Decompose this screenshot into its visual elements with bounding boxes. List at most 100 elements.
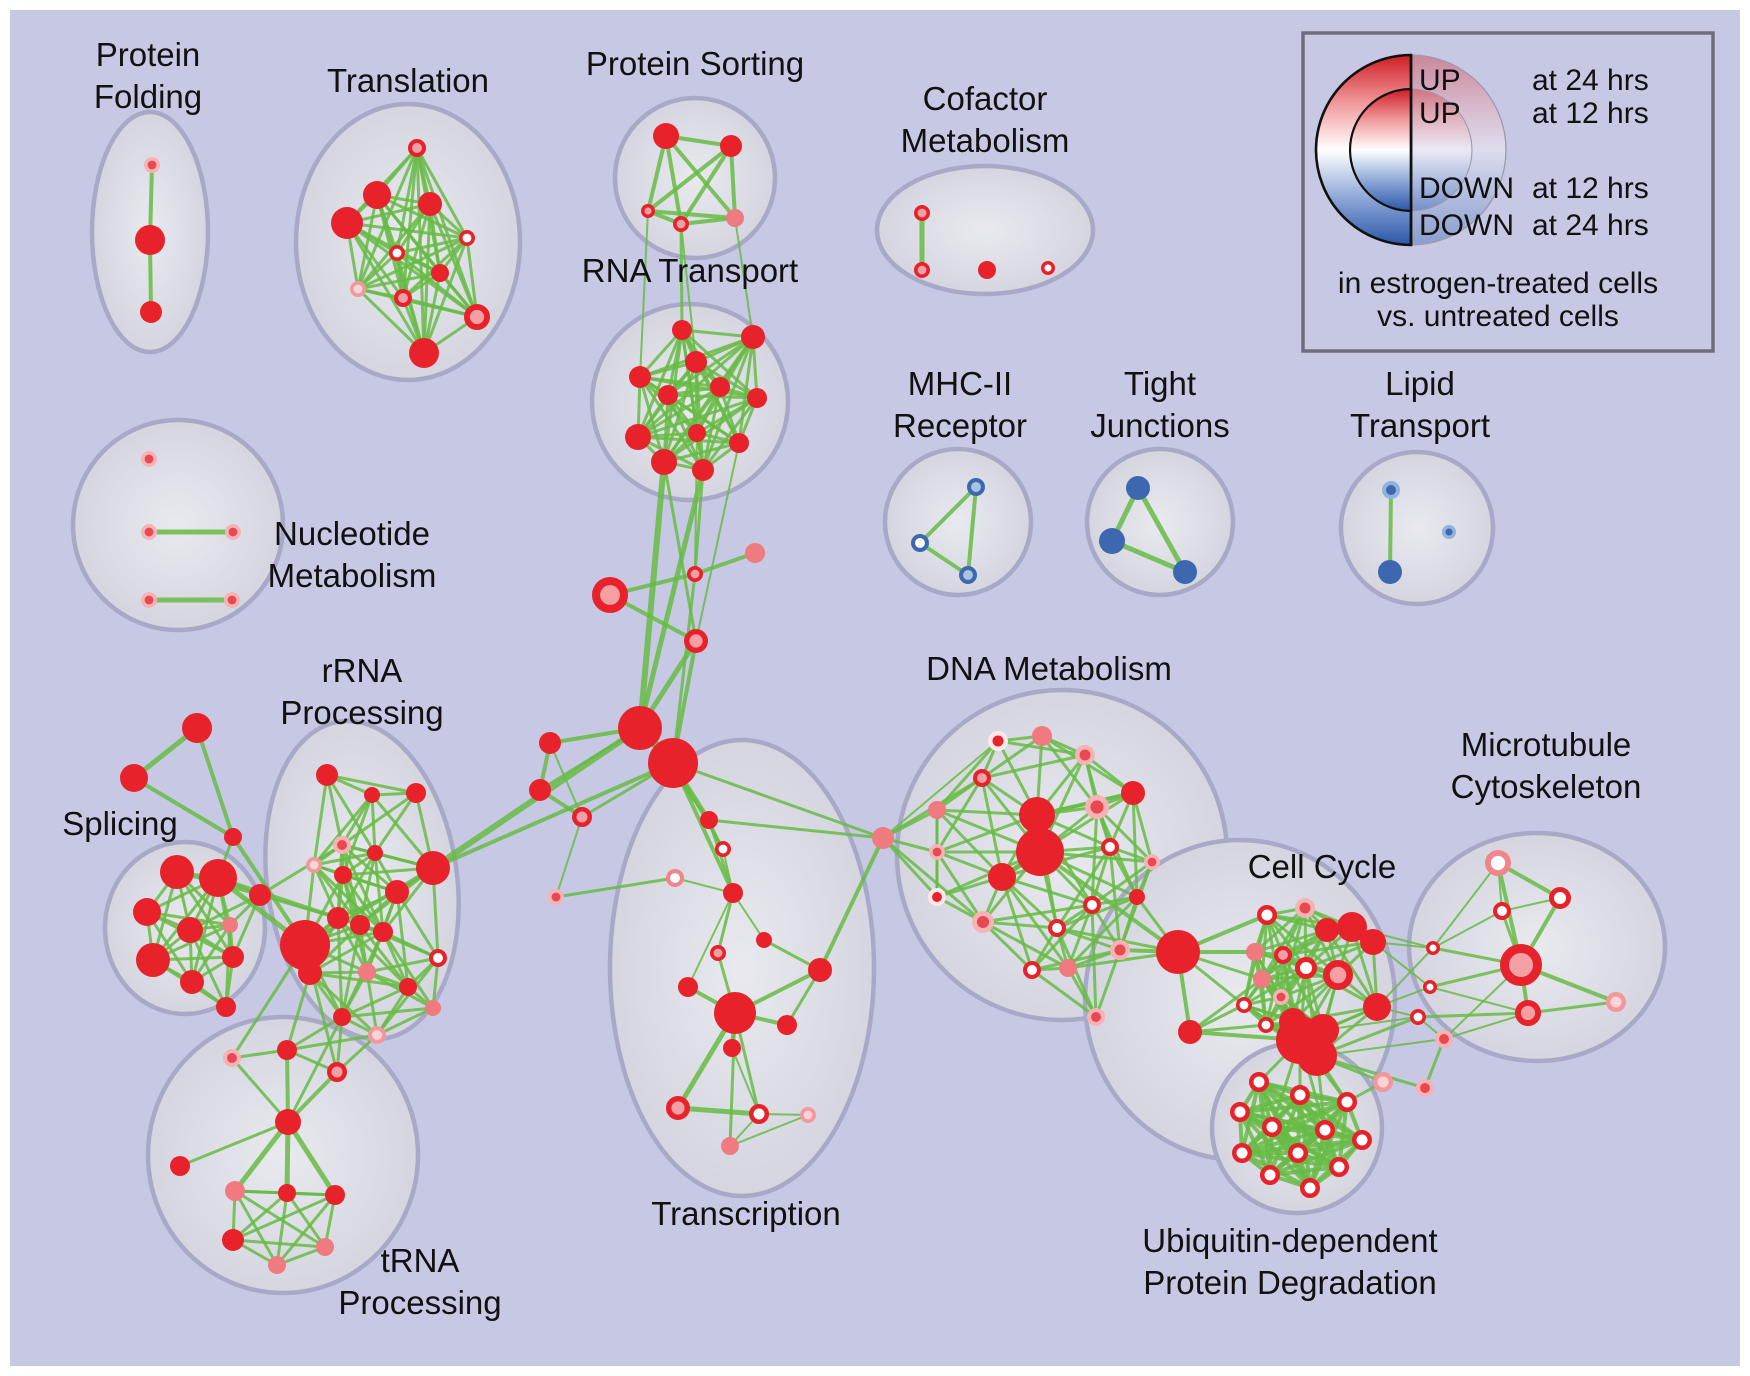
node-D5 — [1121, 781, 1145, 805]
edge — [381, 930, 410, 989]
node-RT0 — [672, 320, 692, 340]
node-R16 — [428, 949, 447, 968]
node-TX3 — [723, 883, 743, 903]
edge — [734, 217, 754, 338]
edge — [1238, 1100, 1349, 1114]
legend-caption-line-1: vs. untreated cells — [1377, 300, 1619, 333]
edge — [230, 1056, 290, 1124]
node-D20 — [1110, 940, 1130, 960]
edge — [258, 893, 340, 920]
edge — [701, 396, 759, 472]
node-RT7 — [625, 424, 651, 450]
node-T4 — [458, 230, 475, 247]
edge — [1526, 1000, 1618, 1015]
node-TX13 — [799, 1107, 816, 1124]
legend-entry-label-1: UP — [1419, 97, 1461, 130]
node-R3 — [332, 836, 351, 855]
node-S5 — [136, 943, 170, 977]
node-TX4 — [756, 932, 772, 948]
node-RT8 — [688, 424, 706, 442]
edge — [356, 287, 426, 355]
node-RT5 — [658, 385, 678, 405]
legend-entry-label-3: DOWN — [1419, 209, 1514, 242]
edge — [679, 144, 733, 226]
node-S4 — [222, 917, 238, 933]
edge — [375, 1006, 435, 1037]
node-R17 — [425, 1000, 441, 1016]
node-T2 — [418, 192, 442, 216]
node-T8 — [393, 288, 412, 307]
node-T9 — [463, 303, 490, 330]
node-T1 — [363, 181, 391, 209]
cluster-label-rna_transport: RNA Transport — [582, 252, 798, 289]
cluster-label-protein_folding: Protein — [96, 36, 201, 73]
edge — [431, 761, 675, 870]
node-C2 — [745, 543, 765, 563]
edge — [1066, 966, 1098, 1019]
edge — [671, 572, 697, 765]
edge — [693, 468, 705, 576]
edge — [345, 221, 426, 355]
edge — [1242, 950, 1257, 1007]
cluster-label-rrna: Processing — [280, 694, 443, 731]
node-D7 — [928, 843, 945, 860]
cluster-label-tight: Tight — [1124, 365, 1196, 402]
node-U7 — [1232, 1143, 1252, 1163]
node-T3 — [331, 207, 363, 239]
node-TX6 — [678, 977, 698, 997]
edge — [340, 985, 410, 1019]
edge — [340, 1006, 435, 1019]
node-CC4 — [1360, 929, 1386, 955]
node-CC13 — [1178, 1020, 1202, 1044]
edge — [285, 1191, 327, 1249]
edge — [356, 146, 419, 291]
cluster-label-translation: Translation — [327, 62, 489, 99]
edge — [1108, 845, 1122, 952]
node-RT11 — [692, 459, 714, 481]
edge — [308, 971, 379, 1037]
node-TR3 — [278, 1184, 296, 1202]
node-CC1 — [1295, 898, 1315, 918]
edge — [232, 1119, 291, 1194]
node-U6 — [1352, 1130, 1372, 1150]
cluster-bubble-microtubule — [1406, 830, 1668, 1064]
cluster-label-trna: Processing — [338, 1284, 501, 1321]
node-MT5 — [1606, 992, 1626, 1012]
cluster-label-cofactor: Cofactor — [923, 80, 1048, 117]
nodes-layer — [120, 123, 1626, 1274]
edge — [1432, 862, 1499, 949]
edge — [693, 551, 757, 576]
node-TX11 — [666, 1095, 691, 1120]
edge — [340, 843, 399, 894]
edge — [1188, 977, 1264, 1034]
edge — [639, 210, 649, 378]
node-RT9 — [729, 433, 749, 453]
node-RT2 — [629, 366, 651, 388]
node-U10 — [1260, 1165, 1280, 1185]
edge — [664, 134, 683, 226]
node-RT4 — [710, 377, 730, 397]
edge — [195, 726, 235, 839]
edge — [637, 467, 706, 731]
legend-circle — [1410, 88, 1473, 212]
node-U3 — [1230, 1102, 1250, 1122]
edge — [881, 836, 985, 924]
node-S6 — [180, 970, 204, 994]
node-S2 — [133, 898, 161, 926]
node-MT0 — [1485, 849, 1512, 876]
cluster-label-dna: DNA Metabolism — [926, 650, 1172, 687]
edge — [980, 753, 1087, 780]
edge — [356, 251, 399, 291]
node-C0 — [591, 576, 628, 613]
edge — [365, 956, 440, 974]
edge — [1432, 910, 1503, 949]
edge — [1000, 875, 1070, 970]
edge — [345, 221, 469, 240]
node-S7 — [222, 946, 244, 968]
node-TR5 — [222, 1229, 244, 1251]
node-M1 — [911, 534, 930, 553]
legend-entry-time-2: at 12 hrs — [1532, 172, 1649, 205]
node-D0 — [988, 731, 1008, 751]
edge — [336, 851, 377, 920]
node-CF2 — [978, 261, 996, 279]
